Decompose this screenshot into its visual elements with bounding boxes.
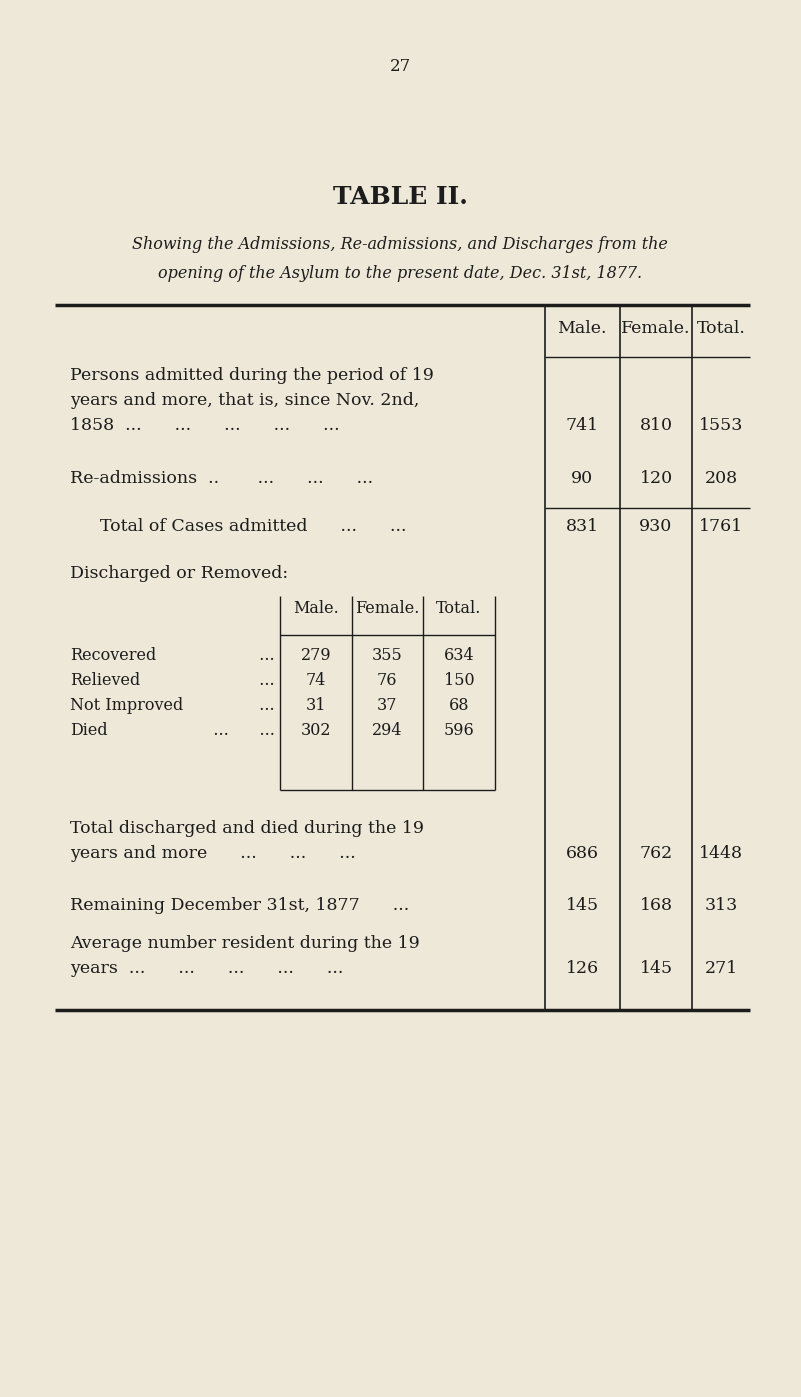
Text: 596: 596 bbox=[444, 722, 474, 739]
Text: 686: 686 bbox=[566, 845, 598, 862]
Text: Female.: Female. bbox=[622, 320, 690, 337]
Text: ...: ... bbox=[249, 647, 275, 664]
Text: 37: 37 bbox=[376, 697, 397, 714]
Text: 31: 31 bbox=[306, 697, 326, 714]
Text: Persons admitted during the period of 19: Persons admitted during the period of 19 bbox=[70, 367, 434, 384]
Text: 313: 313 bbox=[704, 897, 738, 914]
Text: 810: 810 bbox=[639, 416, 673, 434]
Text: 27: 27 bbox=[389, 59, 411, 75]
Text: years and more, that is, since Nov. 2nd,: years and more, that is, since Nov. 2nd, bbox=[70, 393, 420, 409]
Text: 90: 90 bbox=[571, 469, 593, 488]
Text: Total.: Total. bbox=[437, 599, 481, 617]
Text: Total discharged and died during the 19: Total discharged and died during the 19 bbox=[70, 820, 424, 837]
Text: 120: 120 bbox=[639, 469, 673, 488]
Text: opening of the Asylum to the present date, Dec. 31st, 1877.: opening of the Asylum to the present dat… bbox=[158, 265, 642, 282]
Text: 302: 302 bbox=[300, 722, 332, 739]
Text: 150: 150 bbox=[444, 672, 474, 689]
Text: Not Improved: Not Improved bbox=[70, 697, 183, 714]
Text: ...: ... bbox=[249, 697, 275, 714]
Text: Average number resident during the 19: Average number resident during the 19 bbox=[70, 935, 420, 951]
Text: 74: 74 bbox=[306, 672, 326, 689]
Text: 634: 634 bbox=[444, 647, 474, 664]
Text: TABLE II.: TABLE II. bbox=[332, 184, 468, 210]
Text: Re-admissions  ..       ...      ...      ...: Re-admissions .. ... ... ... bbox=[70, 469, 373, 488]
Text: 355: 355 bbox=[372, 647, 402, 664]
Text: 68: 68 bbox=[449, 697, 469, 714]
Text: 145: 145 bbox=[639, 960, 673, 977]
Text: Relieved: Relieved bbox=[70, 672, 140, 689]
Text: 208: 208 bbox=[704, 469, 738, 488]
Text: years  ...      ...      ...      ...      ...: years ... ... ... ... ... bbox=[70, 960, 344, 977]
Text: years and more      ...      ...      ...: years and more ... ... ... bbox=[70, 845, 356, 862]
Text: 741: 741 bbox=[566, 416, 598, 434]
Text: Male.: Male. bbox=[557, 320, 606, 337]
Text: 762: 762 bbox=[639, 845, 673, 862]
Text: Died: Died bbox=[70, 722, 107, 739]
Text: 930: 930 bbox=[639, 518, 673, 535]
Text: Recovered: Recovered bbox=[70, 647, 156, 664]
Text: Female.: Female. bbox=[355, 599, 419, 617]
Text: Showing the Admissions, Re-admissions, and Discharges from the: Showing the Admissions, Re-admissions, a… bbox=[132, 236, 668, 253]
Text: Total of Cases admitted      ...      ...: Total of Cases admitted ... ... bbox=[100, 518, 406, 535]
Text: Discharged or Removed:: Discharged or Removed: bbox=[70, 564, 288, 583]
Text: Total.: Total. bbox=[697, 320, 746, 337]
Text: ...: ... bbox=[249, 672, 275, 689]
Text: 1448: 1448 bbox=[699, 845, 743, 862]
Text: 168: 168 bbox=[639, 897, 673, 914]
Text: 831: 831 bbox=[566, 518, 598, 535]
Text: 145: 145 bbox=[566, 897, 598, 914]
Text: 1761: 1761 bbox=[699, 518, 743, 535]
Text: 294: 294 bbox=[372, 722, 402, 739]
Text: Male.: Male. bbox=[293, 599, 339, 617]
Text: 271: 271 bbox=[704, 960, 738, 977]
Text: 126: 126 bbox=[566, 960, 598, 977]
Text: 1553: 1553 bbox=[698, 416, 743, 434]
Text: 1858  ...      ...      ...      ...      ...: 1858 ... ... ... ... ... bbox=[70, 416, 340, 434]
Text: 76: 76 bbox=[376, 672, 397, 689]
Text: 279: 279 bbox=[300, 647, 332, 664]
Text: Remaining December 31st, 1877      ...: Remaining December 31st, 1877 ... bbox=[70, 897, 409, 914]
Text: ...      ...: ... ... bbox=[198, 722, 275, 739]
